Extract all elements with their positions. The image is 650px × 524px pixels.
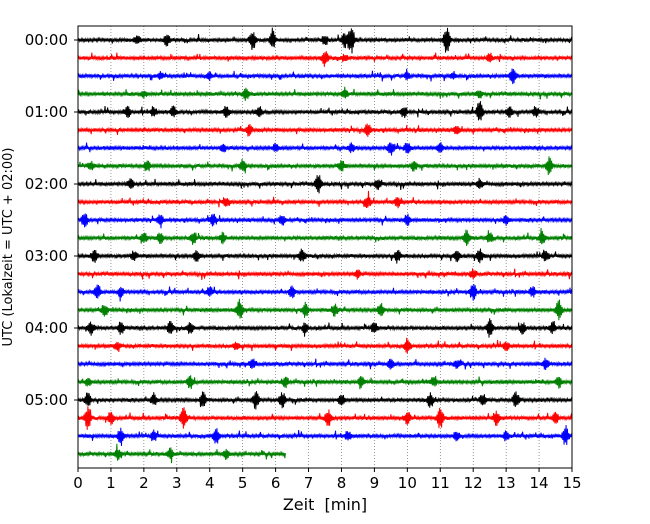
x-tick-label: 12 [464,474,483,492]
trace-0445 [77,375,573,390]
trace-0015 [77,51,573,67]
x-tick-label: 10 [398,474,417,492]
trace-0530 [77,425,573,447]
x-tick-label: 11 [431,474,450,492]
trace-0045 [77,86,573,101]
trace-0030 [77,68,573,85]
trace-0145 [77,156,573,175]
y-tick-label: 03:00 [25,247,68,265]
y-tick-label: 02:00 [25,175,68,193]
y-axis-label: UTC (Lokalzeit = UTC + 02:00) [1,148,16,347]
x-tick-label: 13 [497,474,516,492]
plot-frame [77,25,573,469]
x-tick-label: 4 [205,474,215,492]
x-tick-label: 6 [271,474,281,492]
trace-0415 [77,337,573,354]
y-tick-label: 05:00 [25,391,68,409]
trace-0000 [77,27,573,54]
x-tick-label: 1 [106,474,116,492]
x-tick-label: 2 [139,474,149,492]
x-tick-label: 3 [172,474,182,492]
trace-0430 [77,357,573,370]
y-axis: 00:00 01:00 02:00 03:00 04:00 05:00 [25,31,78,409]
trace-0115 [77,123,573,137]
trace-0100 [77,101,573,121]
x-tick-label: 5 [238,474,248,492]
x-tick-label: 8 [337,474,347,492]
trace-0500 [77,391,573,410]
y-tick-label: 00:00 [25,31,68,49]
x-axis: 0 1 2 3 4 5 6 7 8 9 10 11 12 13 14 15 [73,468,582,492]
trace-0330 [77,284,573,302]
x-tick-label: 9 [370,474,380,492]
x-tick-label: 7 [304,474,314,492]
trace-0545 [77,443,286,464]
trace-0245 [77,228,573,247]
trace-0345 [77,298,573,321]
trace-0300 [77,248,573,264]
x-tick-label: 14 [530,474,549,492]
y-tick-label: 04:00 [25,319,68,337]
trace-0130 [77,142,573,156]
x-tick-label: 15 [562,474,581,492]
y-tick-label: 01:00 [25,103,68,121]
x-tick-label: 0 [73,474,83,492]
trace-layer [77,27,573,464]
trace-0315 [77,268,573,281]
trace-0215 [77,190,573,209]
trace-0515 [77,406,573,430]
x-axis-label: Zeit [min] [283,495,367,514]
trace-0400 [77,318,573,338]
trace-0230 [77,213,573,229]
trace-0200 [77,175,573,194]
